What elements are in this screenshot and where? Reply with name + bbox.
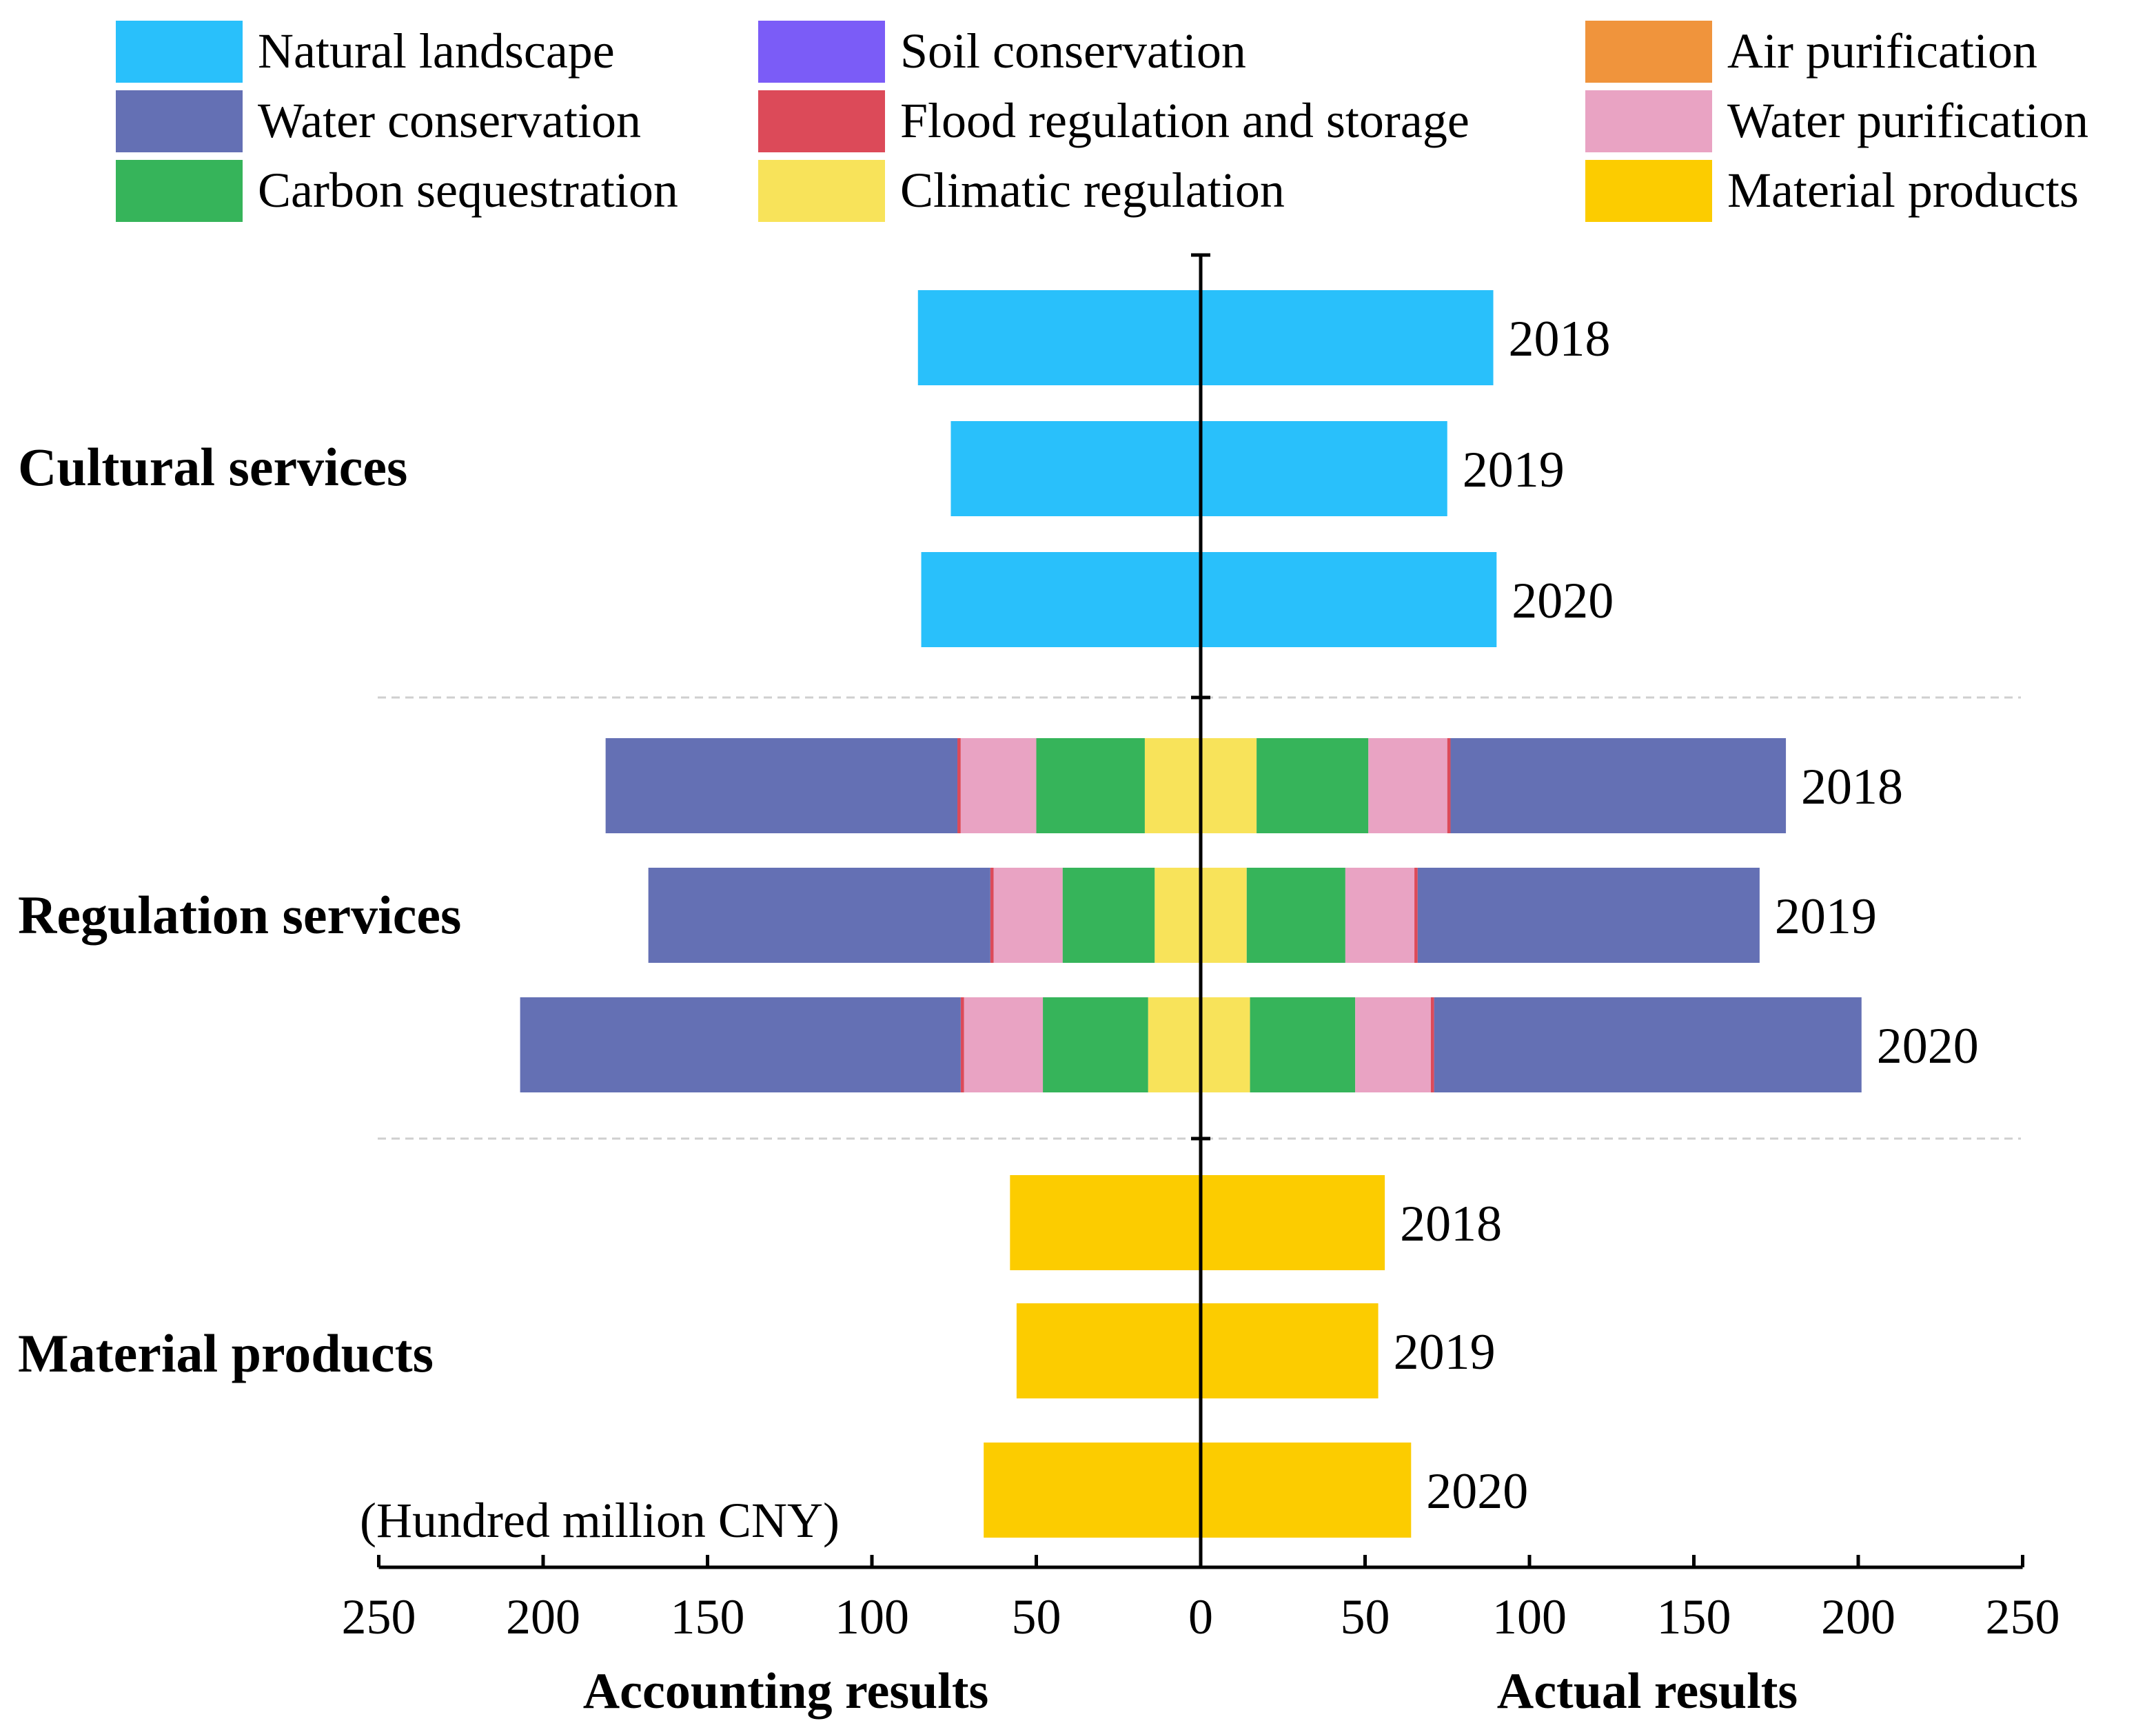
bar-segment-accounting-cultural-services-2019-natural-landscape xyxy=(950,421,1201,516)
bar-segment-actual-regulation-services-2019-carbon-sequestration xyxy=(1246,868,1345,963)
legend-label-climatic-regulation: Climatic regulation xyxy=(900,163,1285,218)
bar-segment-actual-material-products-2020-material-products xyxy=(1201,1443,1412,1538)
year-label-material-products-2018: 2018 xyxy=(1400,1196,1502,1252)
legend-swatch-material-products xyxy=(1585,160,1712,222)
year-label-regulation-services-2020: 2020 xyxy=(1877,1018,1979,1074)
bar-segment-actual-regulation-services-2019-flood-regulation-and-storage xyxy=(1414,868,1418,963)
bar-segment-actual-regulation-services-2020-carbon-sequestration xyxy=(1250,997,1356,1092)
bar-segment-accounting-regulation-services-2020-water-purification xyxy=(964,997,1044,1092)
year-label-cultural-services-2019: 2019 xyxy=(1463,442,1565,498)
bar-segment-actual-regulation-services-2020-water-purification xyxy=(1355,997,1431,1092)
bar-segment-actual-cultural-services-2018-natural-landscape xyxy=(1201,290,1494,385)
year-label-material-products-2019: 2019 xyxy=(1394,1324,1496,1380)
legend-label-material-products: Material products xyxy=(1727,163,2079,218)
bar-segment-actual-regulation-services-2020-water-conservation xyxy=(1434,997,1862,1092)
x-tick-label: 200 xyxy=(506,1589,580,1644)
bar-segment-accounting-regulation-services-2020-flood-regulation-and-storage xyxy=(960,997,964,1092)
x-tick-label: 150 xyxy=(671,1589,745,1644)
bar-segment-accounting-regulation-services-2018-water-conservation xyxy=(605,738,958,833)
x-tick-label: 50 xyxy=(1341,1589,1390,1644)
bar-segment-actual-regulation-services-2018-water-conservation xyxy=(1450,738,1787,833)
bar-segment-actual-regulation-services-2018-water-purification xyxy=(1368,738,1447,833)
x-tick-label: 250 xyxy=(342,1589,416,1644)
year-label-material-products-2020: 2020 xyxy=(1426,1463,1528,1520)
bar-segment-actual-material-products-2019-material-products xyxy=(1201,1303,1379,1398)
year-label-cultural-services-2018: 2018 xyxy=(1509,311,1611,367)
x-axis: 250 200 150 100 50 0 50 100 150 200 250 Accounting … xyxy=(342,253,2060,1720)
legend-label-flood-regulation-and-storage: Flood regulation and storage xyxy=(900,93,1469,148)
left-axis-label: Accounting results xyxy=(583,1663,989,1720)
legend-swatch-natural-landscape xyxy=(116,21,243,83)
legend: Natural landscape Soil conservation Air pu… xyxy=(116,21,2088,222)
bar-segment-accounting-regulation-services-2019-carbon-sequestration xyxy=(1062,868,1155,963)
bar-segment-actual-regulation-services-2020-flood-regulation-and-storage xyxy=(1430,997,1434,1092)
unit-label: (Hundred million CNY) xyxy=(360,1493,840,1548)
bar-segment-actual-regulation-services-2019-water-conservation xyxy=(1417,868,1760,963)
group-label-cultural-services: Cultural services xyxy=(18,437,407,497)
bar-segment-accounting-regulation-services-2020-climatic-regulation xyxy=(1148,997,1201,1092)
bar-segment-actual-regulation-services-2018-flood-regulation-and-storage xyxy=(1447,738,1451,833)
year-label-regulation-services-2019: 2019 xyxy=(1775,888,1877,945)
legend-swatch-climatic-regulation xyxy=(758,160,885,222)
x-tick-label: 0 xyxy=(1188,1589,1213,1644)
bar-segment-actual-cultural-services-2020-natural-landscape xyxy=(1201,552,1497,647)
bar-segment-actual-regulation-services-2018-climatic-regulation xyxy=(1201,738,1257,833)
x-tick-label: 100 xyxy=(835,1589,909,1644)
bar-segment-accounting-regulation-services-2020-carbon-sequestration xyxy=(1043,997,1148,1092)
bar-segment-accounting-material-products-2019-material-products xyxy=(1016,1303,1201,1398)
year-label-cultural-services-2020: 2020 xyxy=(1512,573,1614,629)
bar-segment-accounting-regulation-services-2018-carbon-sequestration xyxy=(1036,738,1145,833)
bar-segment-actual-material-products-2018-material-products xyxy=(1201,1175,1385,1270)
year-label-regulation-services-2018: 2018 xyxy=(1801,759,1903,815)
legend-label-natural-landscape: Natural landscape xyxy=(258,23,615,79)
bar-segment-accounting-regulation-services-2020-water-conservation xyxy=(520,997,961,1092)
labels: Cultural services 2018 2019 2020 Regulation … xyxy=(18,311,1979,1520)
legend-swatch-water-purification xyxy=(1585,90,1712,152)
bars xyxy=(520,290,1862,1538)
legend-label-water-conservation: Water conservation xyxy=(258,93,641,148)
x-tick-label: 100 xyxy=(1492,1589,1567,1644)
bar-segment-accounting-regulation-services-2018-water-purification xyxy=(960,738,1037,833)
legend-swatch-air-purification xyxy=(1585,21,1712,83)
bar-segment-actual-regulation-services-2019-water-purification xyxy=(1345,868,1415,963)
bar-segment-accounting-regulation-services-2018-flood-regulation-and-storage xyxy=(957,738,961,833)
bar-segment-actual-regulation-services-2019-climatic-regulation xyxy=(1201,868,1247,963)
right-axis-label: Actual results xyxy=(1497,1663,1798,1720)
bar-segment-accounting-cultural-services-2018-natural-landscape xyxy=(917,290,1201,385)
group-label-material-products: Material products xyxy=(18,1323,434,1383)
x-tick-label: 50 xyxy=(1012,1589,1061,1644)
legend-swatch-water-conservation xyxy=(116,90,243,152)
legend-swatch-flood-regulation-and-storage xyxy=(758,90,885,152)
legend-label-soil-conservation: Soil conservation xyxy=(900,23,1246,79)
x-tick-label: 200 xyxy=(1821,1589,1895,1644)
bar-segment-accounting-regulation-services-2019-water-conservation xyxy=(648,868,990,963)
bar-segment-accounting-material-products-2020-material-products xyxy=(984,1443,1201,1538)
bar-segment-accounting-material-products-2018-material-products xyxy=(1010,1175,1201,1270)
bar-segment-actual-regulation-services-2020-climatic-regulation xyxy=(1201,997,1250,1092)
group-label-regulation-services: Regulation services xyxy=(18,885,461,945)
legend-label-carbon-sequestration: Carbon sequestration xyxy=(258,163,678,218)
x-tick-label: 150 xyxy=(1657,1589,1731,1644)
bar-segment-accounting-cultural-services-2020-natural-landscape xyxy=(921,552,1201,647)
bar-segment-accounting-regulation-services-2019-climatic-regulation xyxy=(1155,868,1201,963)
bar-segment-accounting-regulation-services-2018-climatic-regulation xyxy=(1144,738,1201,833)
legend-label-air-purification: Air purification xyxy=(1727,23,2037,79)
bar-segment-accounting-regulation-services-2019-water-purification xyxy=(993,868,1063,963)
legend-label-water-purification: Water purification xyxy=(1727,93,2088,148)
legend-swatch-carbon-sequestration xyxy=(116,160,243,222)
x-tick-label: 250 xyxy=(1986,1589,2060,1644)
legend-swatch-soil-conservation xyxy=(758,21,885,83)
bar-segment-accounting-regulation-services-2019-flood-regulation-and-storage xyxy=(990,868,994,963)
bar-segment-actual-cultural-services-2019-natural-landscape xyxy=(1201,421,1447,516)
bar-segment-actual-regulation-services-2018-carbon-sequestration xyxy=(1257,738,1369,833)
